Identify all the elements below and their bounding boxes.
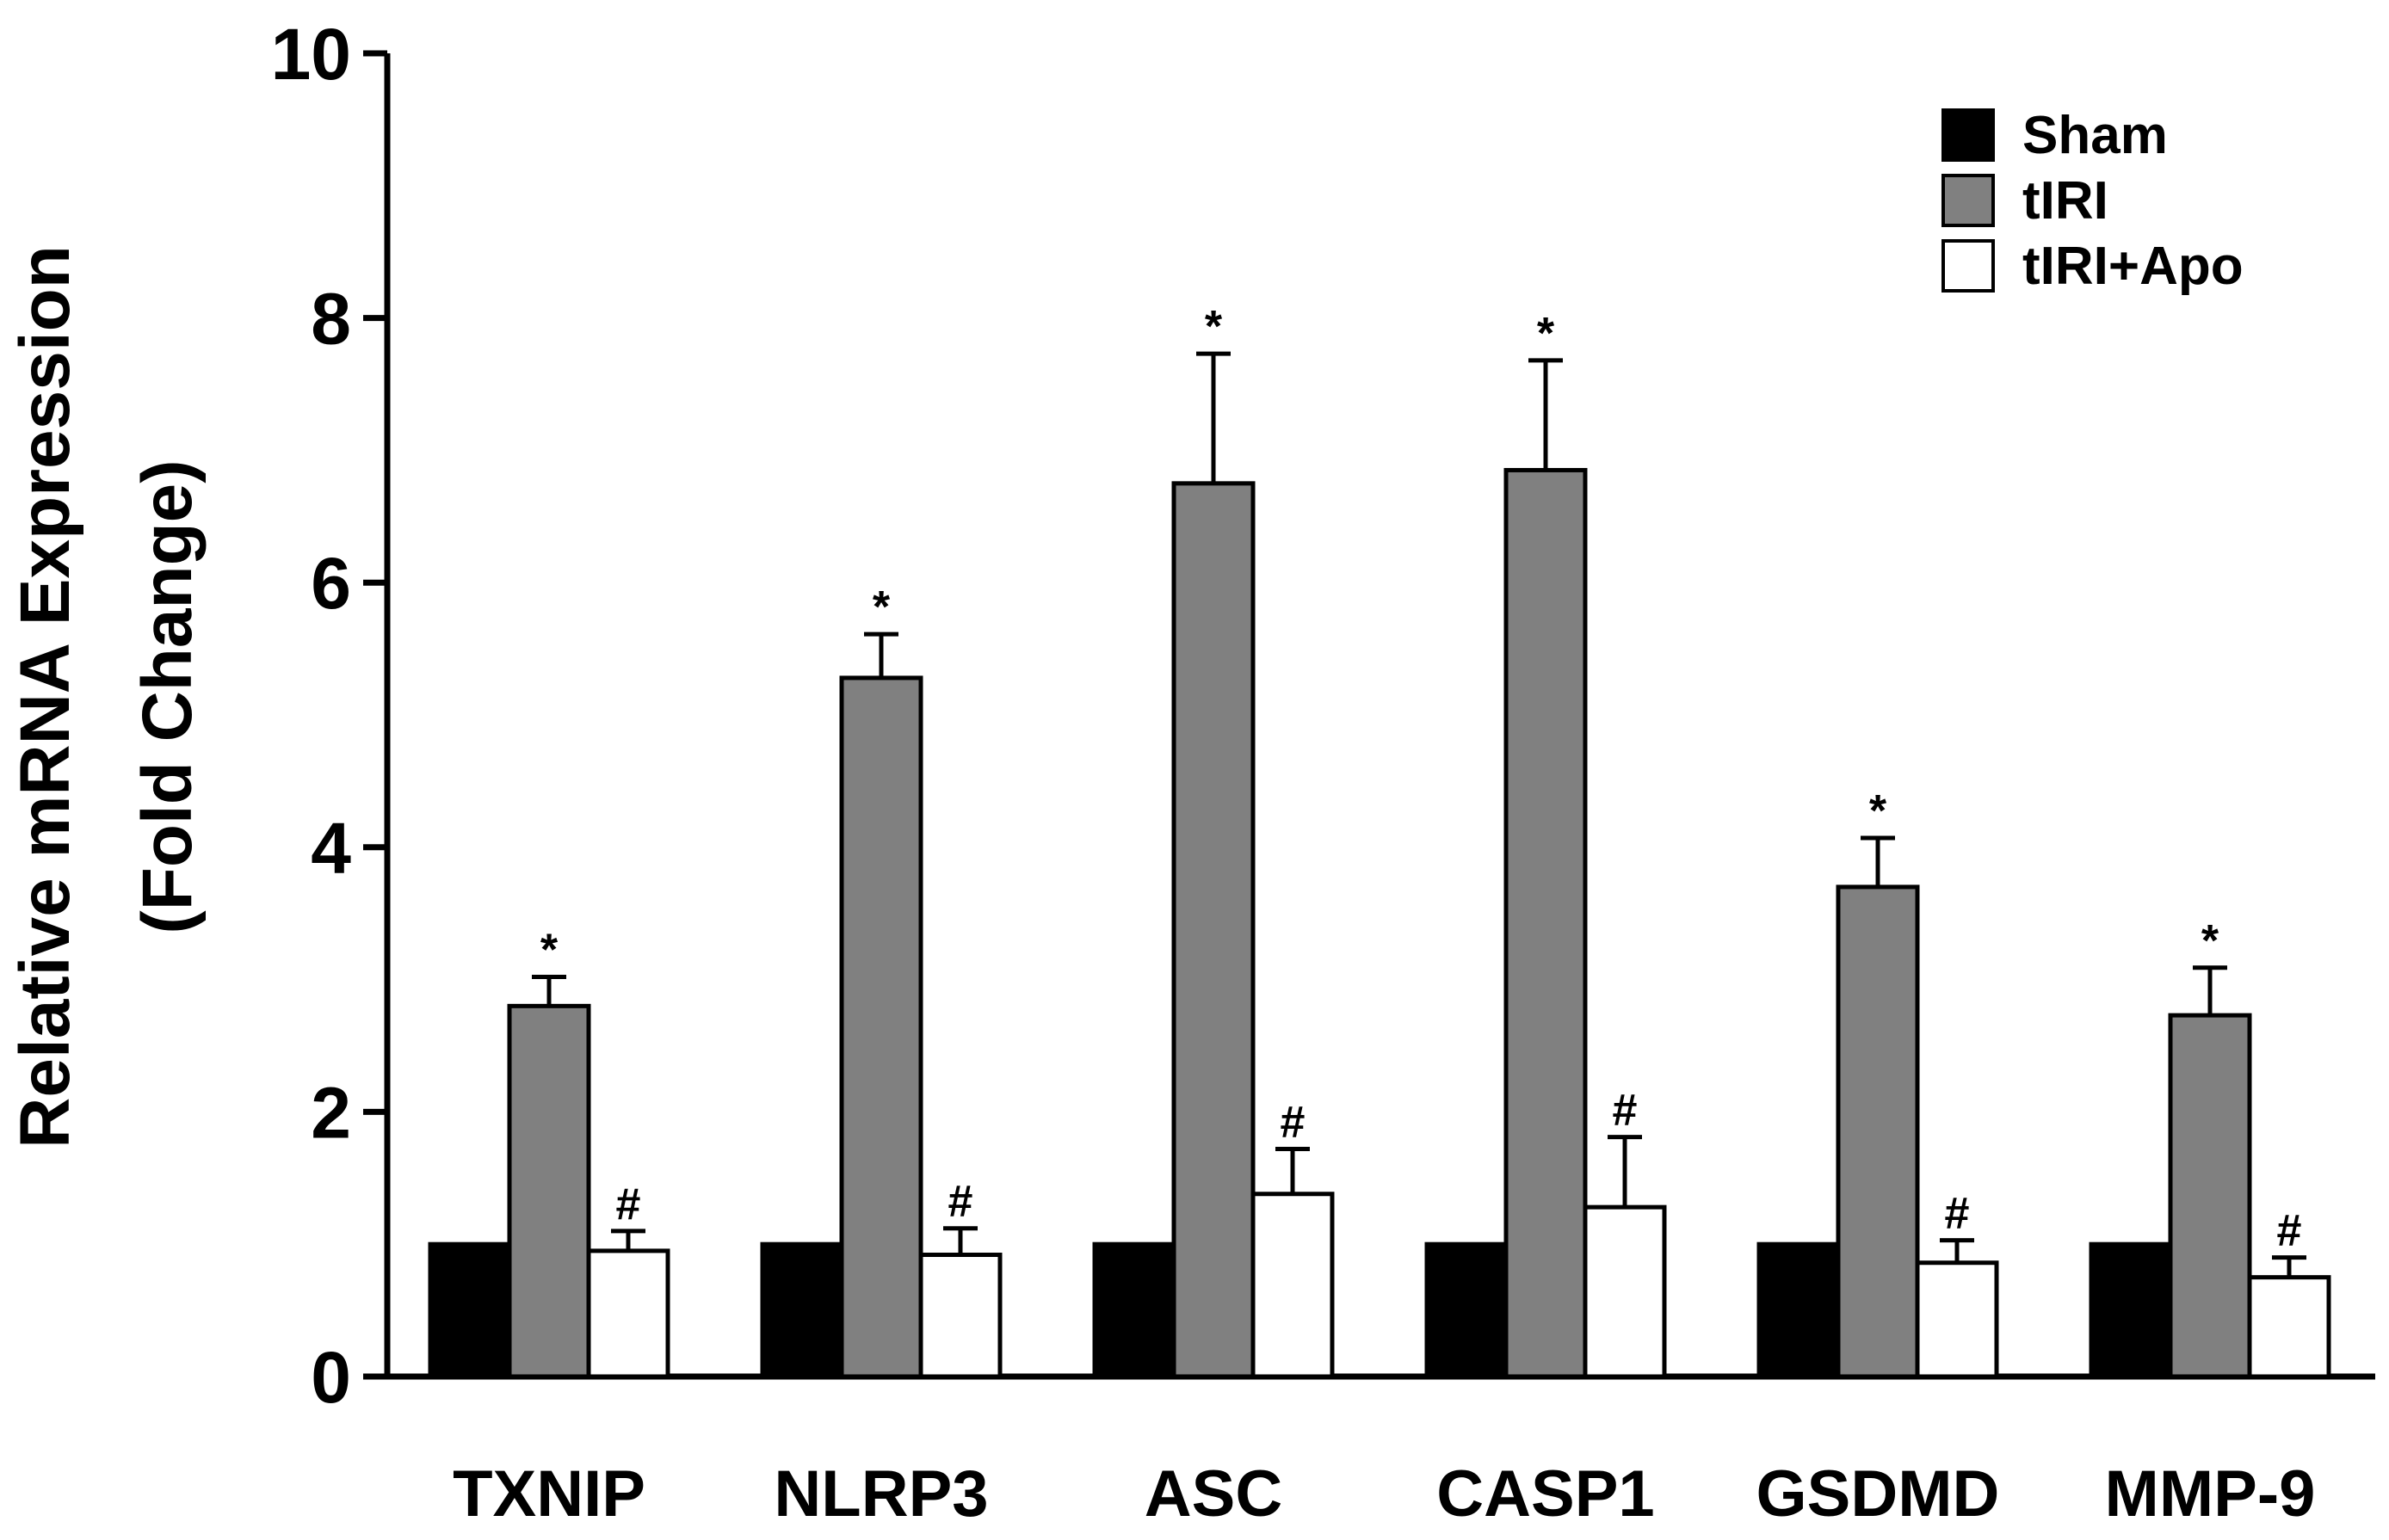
- significance-marker: *: [2201, 916, 2219, 966]
- significance-marker: *: [1869, 786, 1887, 836]
- x-tick-label: GSDMD: [1756, 1457, 2000, 1531]
- significance-marker: #: [1613, 1086, 1638, 1136]
- bar-sham-nlrp3: [760, 1241, 844, 1379]
- significance-marker: *: [873, 582, 891, 632]
- legend-label: tIRI: [2022, 171, 2108, 231]
- y-axis-label: Relative mRNA Expression (Fold Change): [6, 245, 207, 1149]
- x-tick-label: CASP1: [1436, 1457, 1654, 1531]
- bar-tiri-apo-casp1: [1583, 1204, 1667, 1379]
- axes: [384, 53, 2375, 1380]
- y-tick-label: 0: [311, 1337, 351, 1418]
- bar-sham-casp1: [1424, 1241, 1509, 1379]
- legend-label: tIRI+Apo: [2022, 237, 2244, 296]
- y-tick-label: 2: [311, 1072, 351, 1153]
- bar-sham-mmp-9: [2089, 1241, 2173, 1379]
- legend-swatch-tiri-apo: [1941, 239, 1995, 293]
- significance-marker: #: [948, 1177, 973, 1227]
- bar-sham-asc: [1092, 1241, 1176, 1379]
- bar-tiri-gsdmd: [1836, 884, 1920, 1379]
- y-tick-label: 4: [311, 808, 351, 889]
- legend-swatch-tiri: [1941, 174, 1995, 227]
- significance-marker: #: [616, 1180, 641, 1229]
- x-tick-label: NLRP3: [774, 1457, 988, 1531]
- significance-marker: #: [1945, 1189, 1970, 1239]
- bar-sham-gsdmd: [1756, 1241, 1841, 1379]
- bar-sham-txnip: [428, 1241, 512, 1379]
- legend-label: Sham: [2022, 106, 2168, 165]
- bar-tiri-casp1: [1503, 467, 1588, 1379]
- bar-tiri-txnip: [507, 1003, 591, 1379]
- x-axis-category-labels: TXNIP NLRP3 ASC CASP1 GSDMD MMP-9: [453, 1457, 2315, 1531]
- bar-tiri-apo-gsdmd: [1915, 1260, 1999, 1379]
- bar-tiri-mmp-9: [2168, 1013, 2252, 1379]
- y-tick-label: 10: [271, 14, 351, 95]
- bar-tiri-apo-txnip: [586, 1248, 670, 1379]
- bar-tiri-nlrp3: [839, 675, 923, 1379]
- bar-tiri-asc: [1171, 481, 1256, 1379]
- y-tick-label: 6: [311, 543, 351, 624]
- significance-marker: *: [540, 926, 559, 976]
- y-axis-ticks: 0 2 4 6 8 10: [271, 14, 387, 1418]
- bars: * # * # * # * # * # * #: [428, 302, 2331, 1379]
- bar-tiri-apo-mmp-9: [2247, 1275, 2331, 1379]
- x-tick-label: ASC: [1145, 1457, 1282, 1531]
- significance-marker: #: [1281, 1097, 1306, 1147]
- legend-swatch-sham: [1941, 108, 1995, 162]
- bar-tiri-apo-nlrp3: [918, 1253, 1003, 1379]
- legend: Sham tIRI tIRI+Apo: [1941, 106, 2244, 296]
- y-axis-label-line-2: (Fold Change): [128, 459, 207, 933]
- x-tick-label: MMP-9: [2105, 1457, 2316, 1531]
- significance-marker: *: [1205, 302, 1223, 352]
- y-axis-label-line-1: Relative mRNA Expression: [6, 245, 84, 1149]
- y-tick-label: 8: [311, 279, 351, 360]
- significance-marker: #: [2277, 1206, 2302, 1256]
- bar-tiri-apo-asc: [1250, 1192, 1335, 1379]
- significance-marker: *: [1537, 309, 1555, 359]
- x-tick-label: TXNIP: [453, 1457, 645, 1531]
